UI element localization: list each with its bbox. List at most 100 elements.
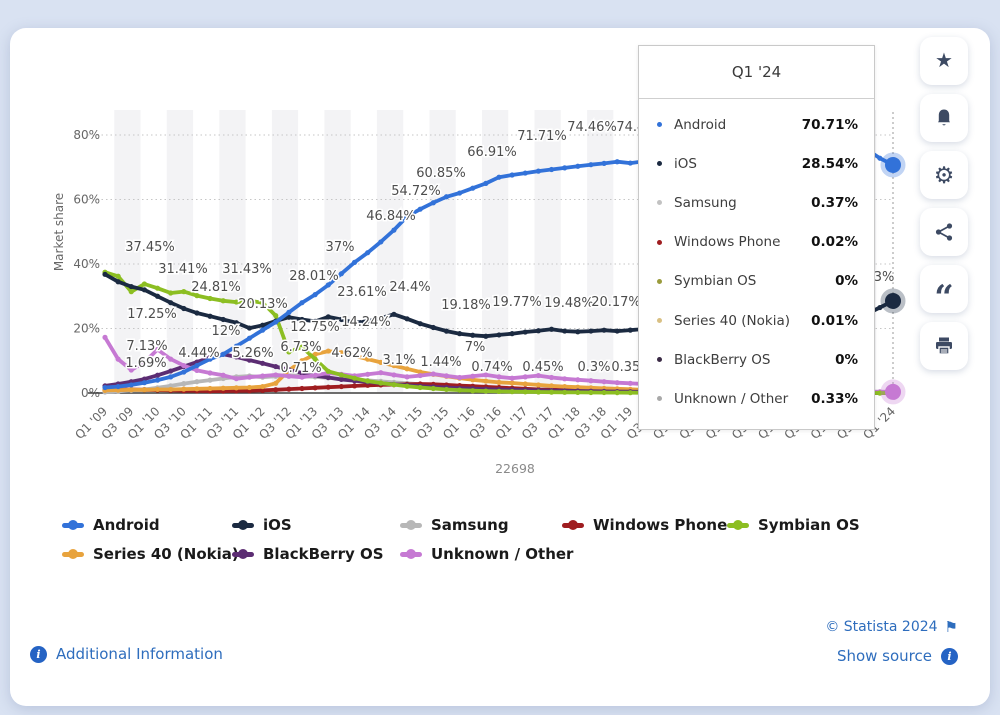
- tooltip-series-name: Samsung: [674, 194, 737, 211]
- tooltip-series-name: Symbian OS: [674, 273, 757, 290]
- legend-item-windows-phone[interactable]: Windows Phone: [562, 516, 727, 534]
- legend-item-android[interactable]: Android: [62, 516, 160, 534]
- data-point-label: 12%: [212, 324, 241, 339]
- endpoint-marker: [885, 383, 901, 400]
- data-point-label: 28.01%: [289, 269, 339, 284]
- legend-item-series-40-nokia-[interactable]: Series 40 (Nokia): [62, 545, 239, 563]
- show-source-link[interactable]: Show source i: [837, 647, 958, 665]
- data-point-label: 7.13%: [126, 339, 167, 354]
- data-point-label: 20.13%: [238, 297, 288, 312]
- legend-label: Windows Phone: [593, 516, 728, 534]
- data-point-label: 31.41%: [158, 262, 208, 277]
- settings-button[interactable]: ⚙: [920, 151, 968, 199]
- legend-item-unknown-other[interactable]: Unknown / Other: [400, 545, 573, 563]
- tooltip-series-value: 0%: [835, 351, 858, 368]
- legend-label: Unknown / Other: [431, 545, 574, 563]
- cite-button[interactable]: “: [920, 265, 968, 315]
- data-point-label: 46.84%: [366, 209, 416, 224]
- tooltip-row: Samsung 0.37%: [639, 183, 874, 222]
- show-source-label: Show source: [836, 647, 932, 665]
- data-point-label: 74.46%: [567, 120, 617, 135]
- tooltip-row: Series 40 (Nokia) 0.01%: [639, 301, 874, 340]
- tooltip-series-name: Unknown / Other: [674, 390, 789, 407]
- legend-label: Series 40 (Nokia): [93, 545, 239, 563]
- additional-information-link[interactable]: i Additional Information: [30, 645, 223, 663]
- endpoint-marker: [885, 156, 901, 173]
- tooltip-series-name: Android: [674, 116, 727, 133]
- tooltip-series-name: BlackBerry OS: [674, 351, 771, 368]
- data-point-label: 7%: [465, 340, 486, 355]
- data-point-label: 14.24%: [341, 315, 391, 330]
- series-bullet-icon: [657, 318, 662, 324]
- tooltip-series-value: 0.02%: [811, 234, 858, 251]
- data-point-label: 1.69%: [125, 356, 166, 371]
- data-point-label: 3%: [874, 270, 895, 285]
- legend-marker-icon: [62, 522, 84, 528]
- additional-information-label: Additional Information: [56, 645, 223, 663]
- legend-marker-icon: [232, 522, 254, 528]
- share-button[interactable]: [920, 208, 968, 256]
- data-point-label: 23.61%: [337, 285, 387, 300]
- background-stripe: [324, 110, 351, 393]
- legend-marker-icon: [232, 551, 254, 557]
- data-point-label: 66.91%: [467, 145, 517, 160]
- legend-marker-icon: [400, 551, 422, 557]
- bell-icon: [938, 109, 950, 126]
- series-bullet-icon: [657, 396, 662, 402]
- data-point-label: 0.71%: [280, 361, 321, 376]
- legend-item-ios[interactable]: iOS: [232, 516, 292, 534]
- background-stripe: [481, 110, 509, 393]
- action-sidebar: ★ ⚙ “: [920, 37, 968, 379]
- print-button[interactable]: [920, 322, 968, 370]
- tooltip-row: Android 70.71%: [639, 105, 874, 144]
- tooltip-series-value: 0.01%: [811, 312, 858, 329]
- chart-note: 22698: [495, 461, 535, 476]
- gear-icon: ⚙: [933, 161, 955, 188]
- series-bullet-icon: [657, 122, 662, 128]
- legend-marker-icon: [400, 522, 422, 528]
- legend-marker-icon: [727, 522, 749, 528]
- data-point-label: 71.71%: [517, 129, 567, 144]
- data-point-label: 1.44%: [420, 355, 461, 370]
- series-bullet-icon: [657, 200, 662, 206]
- background-stripe: [166, 110, 194, 393]
- background-stripe: [114, 110, 141, 393]
- data-point-label: 31.43%: [222, 262, 272, 277]
- data-point-label: 19.18%: [441, 298, 491, 313]
- tooltip-row: BlackBerry OS 0%: [639, 340, 874, 379]
- data-point-label: 37.45%: [125, 240, 175, 255]
- data-point-label: 24.4%: [389, 280, 430, 295]
- background-stripe: [219, 110, 246, 393]
- data-point-label: 19.48%: [544, 296, 594, 311]
- background-stripe: [587, 110, 614, 393]
- series-bullet-icon: [657, 239, 662, 245]
- flag-icon[interactable]: ⚑: [944, 618, 958, 636]
- data-point-label: 60.85%: [416, 166, 466, 181]
- tooltip-row: Unknown / Other 0.33%: [639, 379, 874, 418]
- legend-item-symbian-os[interactable]: Symbian OS: [727, 516, 860, 534]
- tooltip-series-value: 70.71%: [801, 116, 858, 133]
- data-point-label: 0.74%: [471, 360, 512, 375]
- tooltip-row: Symbian OS 0%: [639, 262, 874, 301]
- tooltip-row: Windows Phone 0.02%: [639, 223, 874, 262]
- tooltip-series-value: 0.33%: [811, 390, 858, 407]
- data-point-label: 4.44%: [178, 346, 219, 361]
- background-stripe: [376, 110, 404, 393]
- tooltip-series-value: 0.37%: [811, 194, 858, 211]
- data-point-label: 24.81%: [191, 280, 241, 295]
- data-point-label: 20.17%: [591, 295, 641, 310]
- legend-label: BlackBerry OS: [263, 545, 384, 563]
- chart-tooltip: Q1 '24 Android 70.71% iOS 28.54% Samsung 0.37…: [638, 45, 875, 430]
- favorite-button[interactable]: ★: [920, 37, 968, 85]
- legend-label: Samsung: [431, 516, 509, 534]
- legend-item-blackberry-os[interactable]: BlackBerry OS: [232, 545, 384, 563]
- legend-item-samsung[interactable]: Samsung: [400, 516, 509, 534]
- data-point-label: 12.75%: [290, 320, 340, 335]
- copyright: © Statista 2024 ⚑: [825, 618, 958, 636]
- y-tick-label: 20%: [73, 322, 100, 336]
- tooltip-series-name: Windows Phone: [674, 234, 781, 251]
- data-point-label: 6.73%: [280, 340, 321, 355]
- copyright-text: © Statista 2024: [825, 619, 938, 635]
- notification-button[interactable]: [920, 94, 968, 142]
